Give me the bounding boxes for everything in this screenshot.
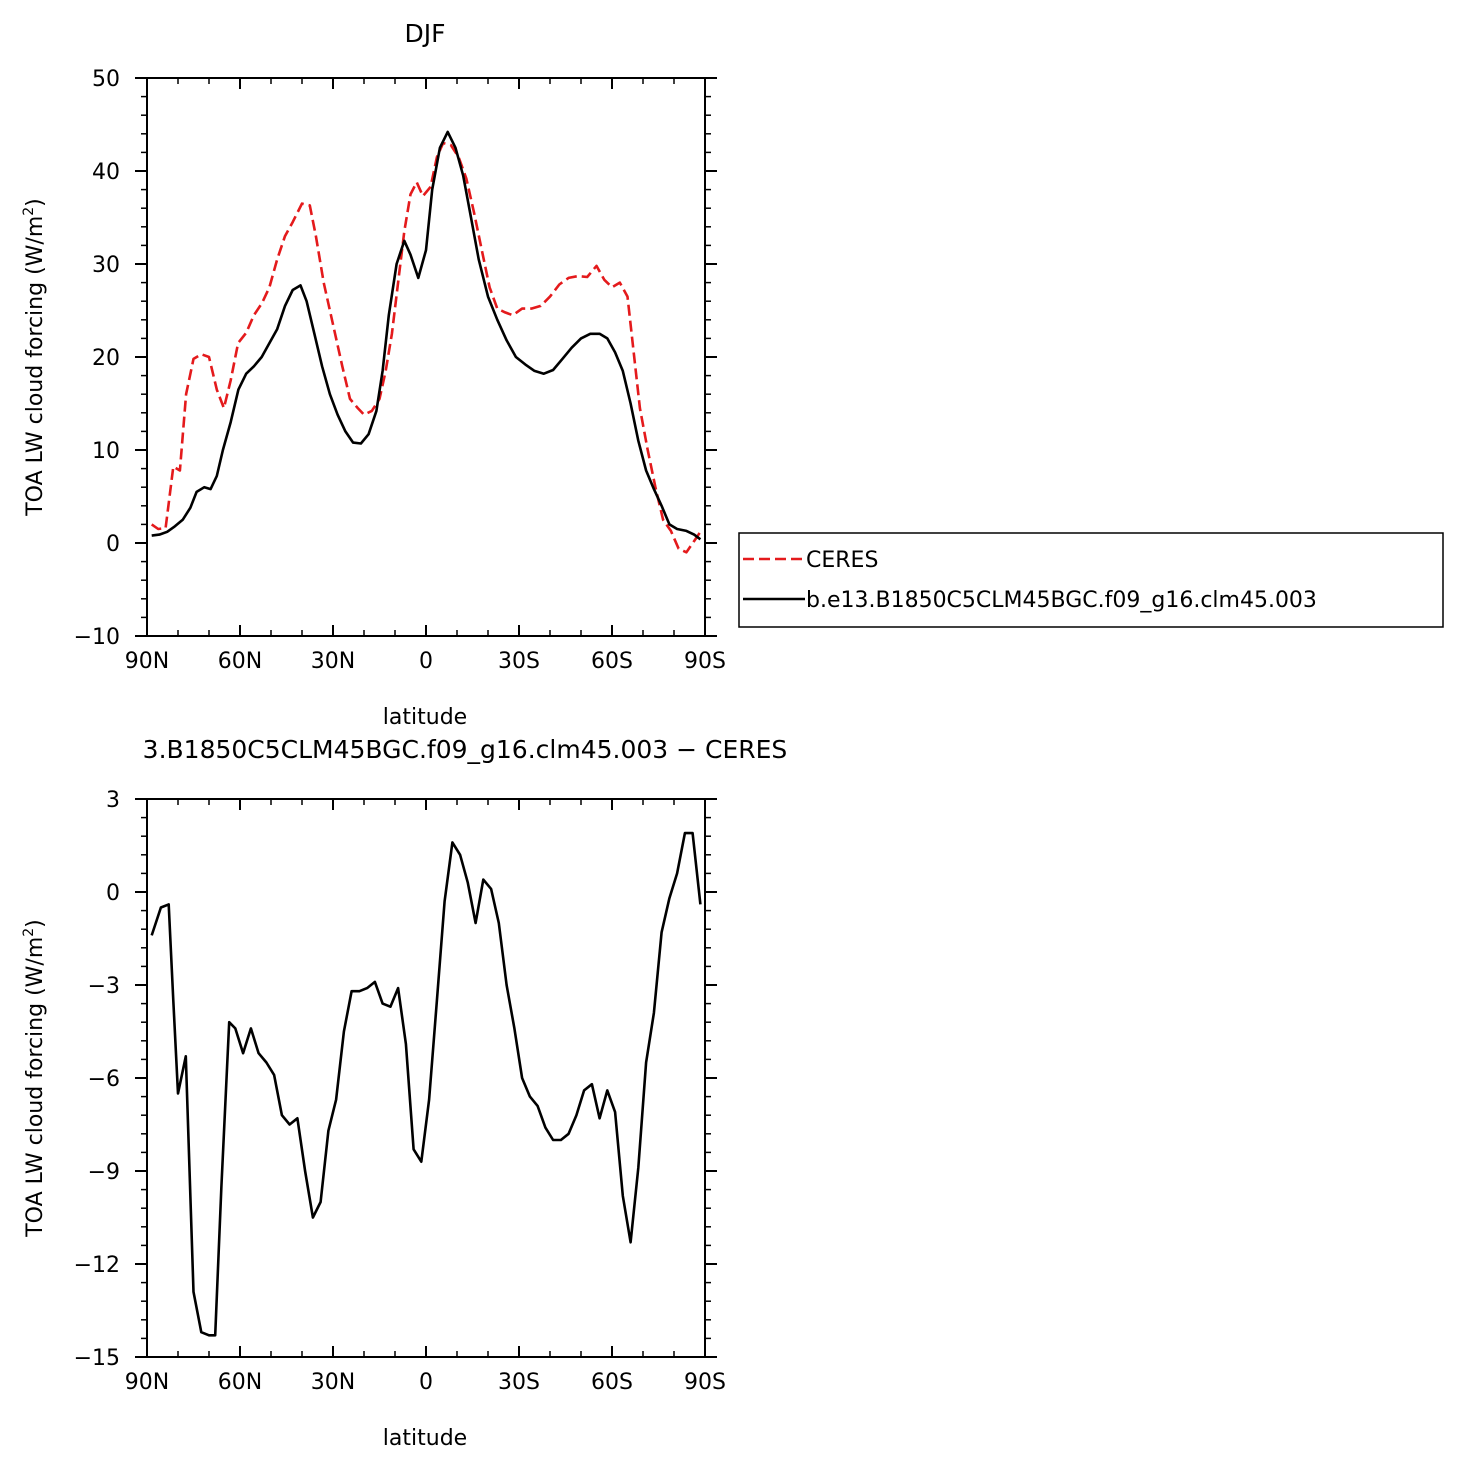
y-tick-label: 40 [92, 160, 120, 185]
y-tick-label: −12 [74, 1253, 120, 1278]
top-panel: DJF latitude TOA LW cloud forcing (W/m2)… [21, 19, 1444, 730]
y-tick-label: 3 [106, 788, 120, 813]
bottom-plot-frame [146, 798, 706, 1358]
x-tick-label: 60S [591, 1370, 633, 1395]
bottom-y-axis-label: TOA LW cloud forcing (W/m2) [21, 919, 48, 1238]
x-tick-label: 90S [684, 1370, 726, 1395]
y-tick-label: −15 [74, 1346, 120, 1371]
x-tick-label: 30N [311, 1370, 355, 1395]
y-tick-label: −9 [88, 1160, 120, 1185]
x-tick-label: 60N [218, 649, 262, 674]
x-tick-label: 90S [684, 649, 726, 674]
series-line-difference [150, 831, 702, 1337]
y-tick-label: 10 [92, 439, 120, 464]
y-tick-label: 20 [92, 346, 120, 371]
top-plot-frame [146, 77, 706, 637]
bottom-series [150, 831, 702, 1337]
x-tick-label: 30S [498, 1370, 540, 1395]
y-tick-label: 0 [106, 532, 120, 557]
top-series [150, 130, 702, 554]
legend: CERES b.e13.B1850C5CLM45BGC.f09_g16.clm4… [738, 532, 1444, 628]
y-tick-label: 50 [92, 67, 120, 92]
y-tick-label: 30 [92, 253, 120, 278]
top-y-axis-label: TOA LW cloud forcing (W/m2) [21, 198, 48, 517]
y-tick-label: −6 [88, 1067, 120, 1092]
x-tick-label: 0 [419, 649, 433, 674]
bottom-ticks [135, 798, 717, 1358]
x-tick-label: 90N [125, 1370, 169, 1395]
y-tick-label: 0 [106, 881, 120, 906]
x-tick-label: 90N [125, 649, 169, 674]
series-line-model [151, 130, 702, 541]
legend-label-ceres: CERES [806, 548, 878, 573]
legend-label-model: b.e13.B1850C5CLM45BGC.f09_g16.clm45.003 [806, 588, 1317, 613]
bottom-y-axis-label-main: TOA LW cloud forcing (W/m [23, 937, 48, 1238]
y-tick-label: −10 [74, 625, 120, 650]
bottom-y-axis-label-sup: 2 [21, 928, 37, 937]
series-line-ceres [150, 141, 702, 554]
bottom-chart-title: 3.B1850C5CLM45BGC.f09_g16.clm45.003 − CE… [143, 735, 788, 764]
top-y-axis-label-sup: 2 [21, 207, 37, 216]
legend-box [738, 532, 1444, 628]
top-y-axis-label-main: TOA LW cloud forcing (W/m [23, 216, 48, 517]
x-tick-label: 60S [591, 649, 633, 674]
x-tick-label: 0 [419, 1370, 433, 1395]
top-ticks [135, 77, 717, 637]
x-tick-label: 30S [498, 649, 540, 674]
top-chart-title: DJF [404, 19, 445, 48]
bottom-y-axis-label-close: ) [23, 919, 48, 928]
bottom-x-axis-label: latitude [383, 1426, 467, 1451]
x-tick-label: 30N [311, 649, 355, 674]
x-tick-label: 60N [218, 1370, 262, 1395]
bottom-panel: 3.B1850C5CLM45BGC.f09_g16.clm45.003 − CE… [21, 735, 787, 1451]
y-tick-label: −3 [88, 974, 120, 999]
top-y-axis-label-close: ) [23, 198, 48, 207]
top-x-axis-label: latitude [383, 705, 467, 730]
